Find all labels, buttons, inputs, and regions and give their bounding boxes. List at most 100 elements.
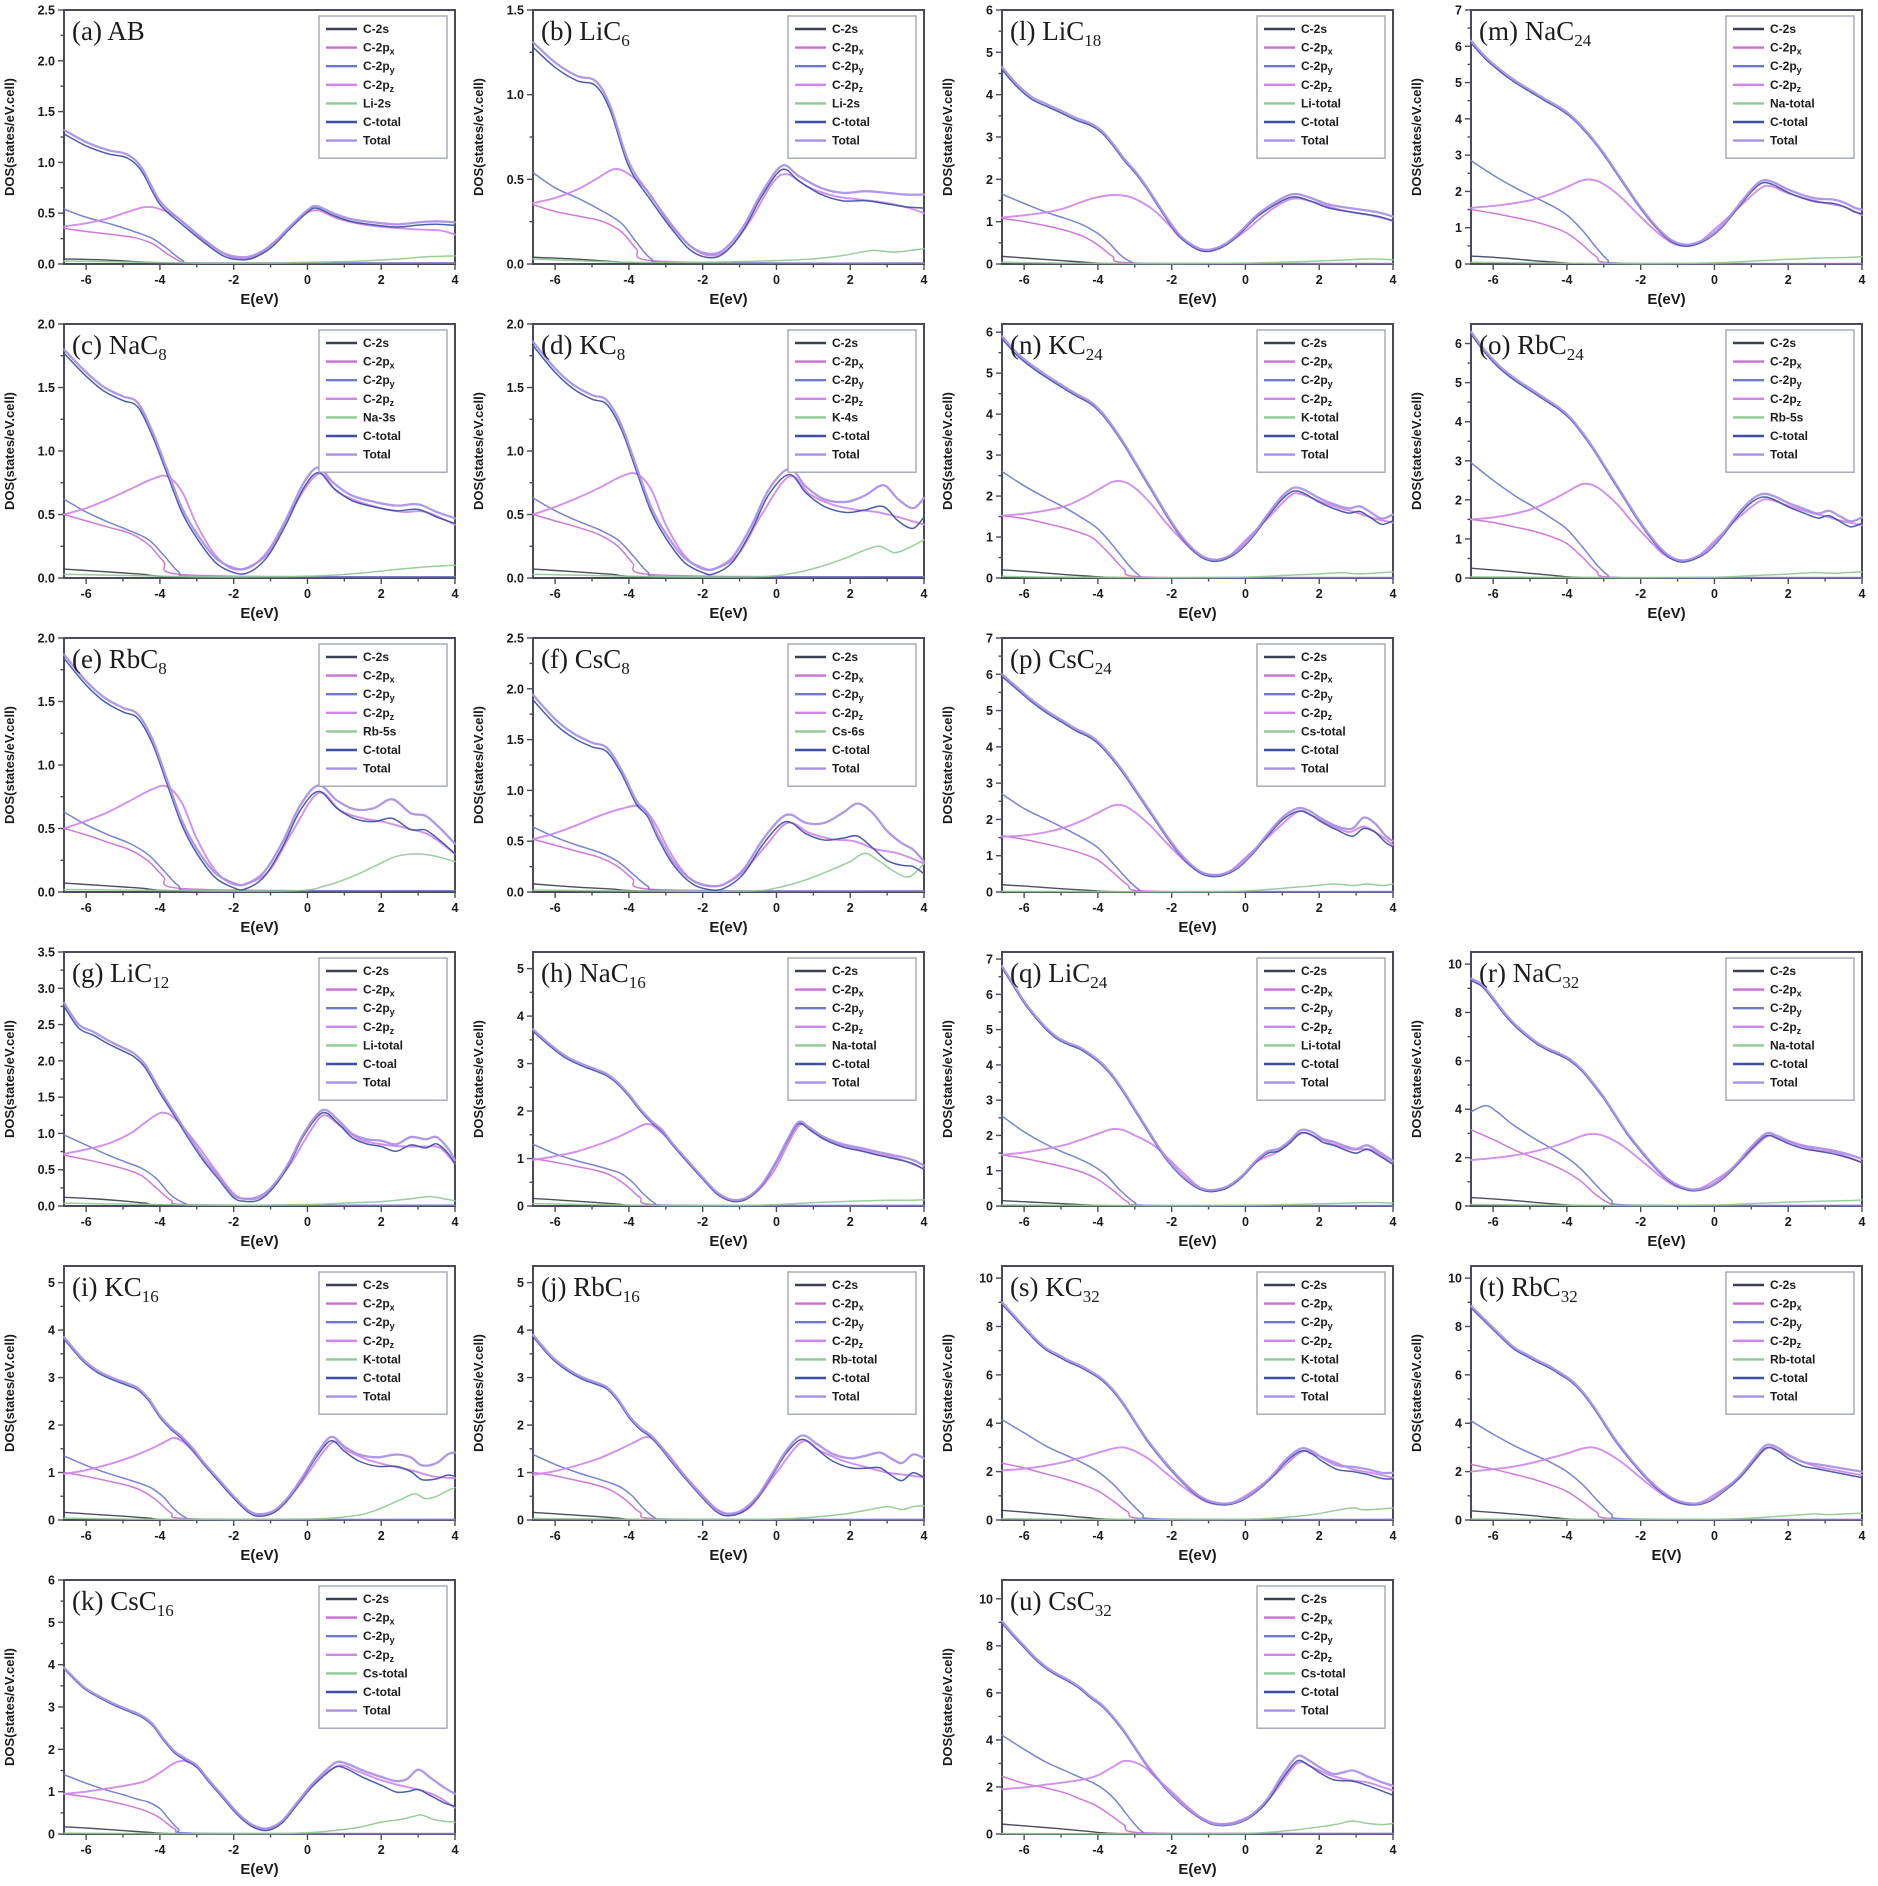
svg-text:0.5: 0.5 <box>38 1163 55 1177</box>
curve-total <box>62 348 457 571</box>
curve-c-2s <box>1001 884 1394 893</box>
svg-text:2: 2 <box>986 1780 993 1794</box>
svg-text:2: 2 <box>378 1215 385 1229</box>
legend-label: C-2px <box>832 669 864 685</box>
legend-label: C-2px <box>1301 669 1333 685</box>
plot-title: (m) NaC24 <box>1479 16 1592 50</box>
svg-text:-4: -4 <box>623 901 634 915</box>
curve-c-2p-z <box>1001 194 1394 252</box>
curve-c-2p-y <box>1001 1734 1394 1835</box>
legend-label: C-2px <box>363 1297 395 1313</box>
curve-c-2p-z <box>1001 803 1394 877</box>
legend-label: C-total <box>363 743 401 757</box>
curves <box>1000 673 1395 893</box>
curves <box>1000 66 1395 265</box>
legend-label: C-total <box>832 429 870 443</box>
legend-label: C-2s <box>832 964 858 978</box>
curve-c-total <box>532 1030 925 1203</box>
curve-total <box>531 1028 926 1202</box>
curve-c-2p-z <box>1001 479 1394 562</box>
svg-text:2.0: 2.0 <box>507 318 524 332</box>
svg-text:2: 2 <box>1455 185 1462 199</box>
curve-c-2p-x <box>1470 518 1863 579</box>
svg-text:2: 2 <box>1785 273 1792 287</box>
legend-label: C-2py <box>1770 1001 1802 1017</box>
axis-tick-labels: -6 -4 -2 0 2 4 0 1 2 3 4 5 <box>517 1276 927 1543</box>
legend-label: C-2py <box>363 1001 395 1017</box>
legend-label: C-2s <box>363 1278 389 1292</box>
x-axis-label: E(eV) <box>240 1233 278 1250</box>
legend-label: C-2px <box>1301 41 1333 57</box>
legend-label: Total <box>1301 134 1329 148</box>
svg-text:2: 2 <box>48 1743 55 1757</box>
curve-c-2p-y <box>532 171 925 264</box>
legend-label: C-2py <box>363 1315 395 1331</box>
svg-text:-4: -4 <box>623 1529 634 1543</box>
curves <box>531 340 926 579</box>
curve-c-total <box>1001 675 1394 878</box>
axis-tick-labels: -6 -4 -2 0 2 4 0 1 2 3 4 5 6 7 <box>986 632 1396 916</box>
curve-c-2p-z <box>532 168 925 257</box>
plot-i: -6 -4 -2 0 2 4 0 1 2 3 4 5 DOS(states/eV.cell) E(eV) (… <box>0 1256 469 1570</box>
curve-c-total <box>63 1338 456 1517</box>
svg-text:-6: -6 <box>81 273 92 287</box>
svg-text:0.5: 0.5 <box>507 173 524 187</box>
svg-text:-2: -2 <box>1166 1843 1177 1857</box>
plot-i-svg: -6 -4 -2 0 2 4 0 1 2 3 4 5 DOS(states/eV.cell) E(eV) (… <box>2 1265 459 1564</box>
curve-rb-total <box>532 1505 925 1521</box>
plot-r-svg: -6 -4 -2 0 2 4 0 2 4 6 8 10 DOS(states/eV.cell) E(eV)… <box>1409 951 1866 1250</box>
svg-text:2: 2 <box>1455 1151 1462 1165</box>
svg-text:-6: -6 <box>1019 273 1030 287</box>
legend-label: C-2py <box>832 373 864 389</box>
plot-b-svg: -6 -4 -2 0 2 4 0.0 0.5 1.0 1.5 DOS(states/eV.cell)… <box>471 4 928 309</box>
axis-tick-labels: -6 -4 -2 0 2 4 0.0 0.5 1.0 1.5 2.0 2.5 <box>38 4 459 288</box>
curves <box>1469 39 1864 265</box>
svg-text:4: 4 <box>986 1058 993 1072</box>
svg-text:0: 0 <box>773 273 780 287</box>
axis-tick-labels: -6 -4 -2 0 2 4 0.0 0.5 1.0 1.5 2.0 2.5 <box>507 632 928 916</box>
legend-label: Li-total <box>1301 1038 1341 1052</box>
legend-label: Total <box>1301 1704 1329 1718</box>
svg-text:5: 5 <box>986 46 993 60</box>
legend: C-2s C-2px C-2py C-2pz Cs-total C-total Total <box>1256 1585 1386 1729</box>
plot-l: -6 -4 -2 0 2 4 0 1 2 3 4 5 6 DOS(states/eV.cell) E(eV)… <box>938 0 1407 314</box>
svg-text:5: 5 <box>517 962 524 976</box>
legend-label: C-2s <box>363 22 389 36</box>
svg-text:2.5: 2.5 <box>507 632 524 646</box>
plot-b: -6 -4 -2 0 2 4 0.0 0.5 1.0 1.5 DOS(states/eV.cell)… <box>469 0 938 314</box>
svg-text:-2: -2 <box>228 587 239 601</box>
curve-c-2p-z <box>1470 1132 1863 1191</box>
legend-label: C-2pz <box>1770 1334 1802 1350</box>
legend-box <box>318 1271 448 1415</box>
svg-text:0: 0 <box>48 1828 55 1842</box>
plot-d: -6 -4 -2 0 2 4 0.0 0.5 1.0 1.5 2.0 DOS(states/eV.ce… <box>469 314 938 628</box>
y-axis-label: DOS(states/eV.cell) <box>471 392 486 510</box>
y-axis-label: DOS(states/eV.cell) <box>471 78 486 196</box>
svg-text:-4: -4 <box>1561 1215 1572 1229</box>
svg-text:3.0: 3.0 <box>38 982 55 996</box>
legend-label: C-2pz <box>363 78 395 94</box>
svg-text:2: 2 <box>1785 1215 1792 1229</box>
curve-c-2p-x <box>63 1471 456 1521</box>
svg-text:-6: -6 <box>1488 587 1499 601</box>
plot-s-svg: -6 -4 -2 0 2 4 0 2 4 6 8 10 DOS(states/eV.cell) E(eV)… <box>940 1265 1397 1564</box>
y-axis-label: DOS(states/eV.cell) <box>471 1020 486 1138</box>
svg-text:4: 4 <box>921 587 928 601</box>
legend-box <box>1725 1271 1855 1415</box>
svg-text:3: 3 <box>517 1057 524 1071</box>
legend-label: C-total <box>1770 1057 1808 1071</box>
legend: C-2s C-2px C-2py C-2pz Na-total C-total Total <box>1725 15 1855 159</box>
plot-a: -6 -4 -2 0 2 4 0.0 0.5 1.0 1.5 2.0 2.5 DOS(states/eV… <box>0 0 469 314</box>
axis-tick-labels: -6 -4 -2 0 2 4 0 2 4 6 8 10 <box>979 1592 1396 1857</box>
svg-text:0: 0 <box>304 587 311 601</box>
svg-text:10: 10 <box>979 1272 993 1286</box>
axis-ticks <box>58 9 456 270</box>
legend-label: C-2pz <box>832 706 864 722</box>
legend-label: C-total <box>363 115 401 129</box>
x-axis-label: E(eV) <box>1178 919 1216 936</box>
curve-total <box>1469 1304 1864 1505</box>
x-axis-label: E(eV) <box>1178 1861 1216 1878</box>
legend-label: C-toal <box>363 1057 397 1071</box>
curve-c-2p-y <box>1470 159 1863 265</box>
legend-label: Na-total <box>832 1038 877 1052</box>
